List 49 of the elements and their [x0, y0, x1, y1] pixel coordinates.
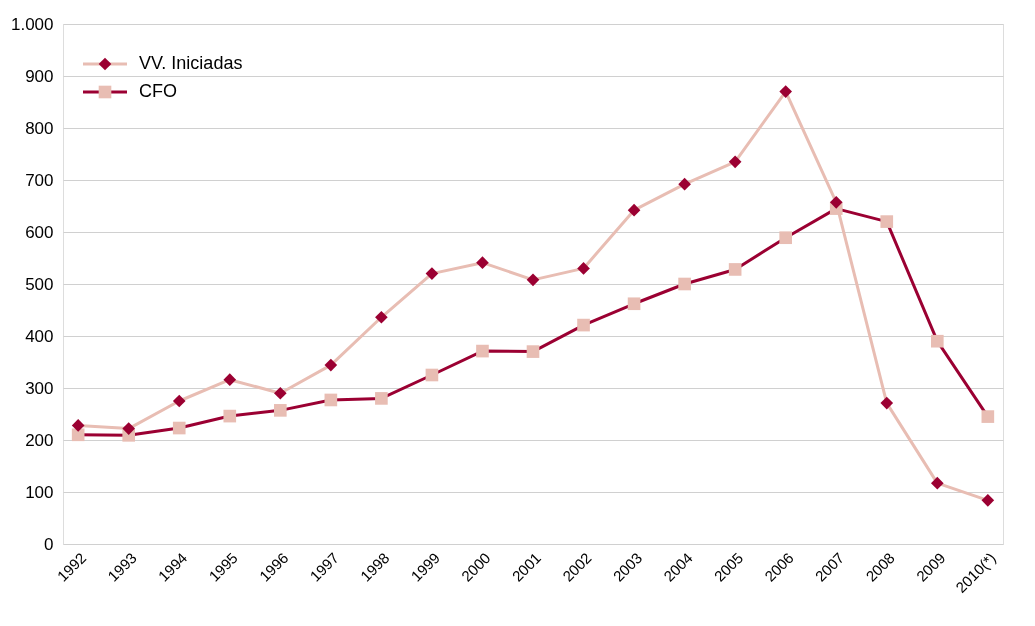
- point: [779, 85, 793, 98]
- point: [172, 394, 186, 408]
- point: [71, 419, 85, 432]
- point: [880, 215, 894, 228]
- point: [930, 476, 944, 490]
- point: [678, 177, 691, 191]
- y-tick-label: 100: [25, 482, 54, 502]
- y-tick-label: 900: [25, 66, 54, 86]
- point: [375, 310, 388, 324]
- point: [728, 155, 742, 169]
- legend-label: VV. Iniciadas: [139, 53, 243, 73]
- point: [324, 358, 338, 372]
- y-tick-label: 1.000: [10, 14, 54, 34]
- point: [577, 262, 590, 275]
- y-tick-label: 300: [25, 378, 54, 398]
- point: [627, 297, 641, 311]
- point: [678, 277, 691, 291]
- point: [425, 267, 439, 280]
- point: [273, 386, 287, 400]
- point: [476, 256, 489, 269]
- y-tick-label: 200: [25, 430, 54, 450]
- point: [172, 421, 186, 435]
- point: [375, 392, 388, 405]
- point: [728, 263, 742, 276]
- point: [223, 409, 237, 423]
- point: [779, 231, 793, 245]
- y-tick-label: 400: [25, 326, 54, 346]
- y-tick-label: 0: [44, 534, 54, 554]
- point: [880, 396, 894, 410]
- point: [930, 334, 944, 348]
- point: [829, 196, 843, 209]
- point: [71, 428, 85, 442]
- y-tick-label: 700: [25, 170, 54, 190]
- point: [273, 404, 287, 417]
- point: [627, 203, 641, 217]
- point: [324, 393, 338, 407]
- y-tick-label: 500: [25, 274, 54, 294]
- y-tick-label: 800: [25, 118, 54, 138]
- point: [981, 494, 995, 507]
- point: [526, 345, 540, 358]
- point: [577, 318, 590, 332]
- y-tick-label: 600: [25, 222, 54, 242]
- point: [425, 368, 439, 382]
- legend-label: CFO: [139, 81, 177, 101]
- point: [981, 410, 995, 423]
- point: [526, 273, 540, 287]
- point: [476, 344, 489, 358]
- point: [122, 422, 136, 435]
- point: [223, 373, 237, 386]
